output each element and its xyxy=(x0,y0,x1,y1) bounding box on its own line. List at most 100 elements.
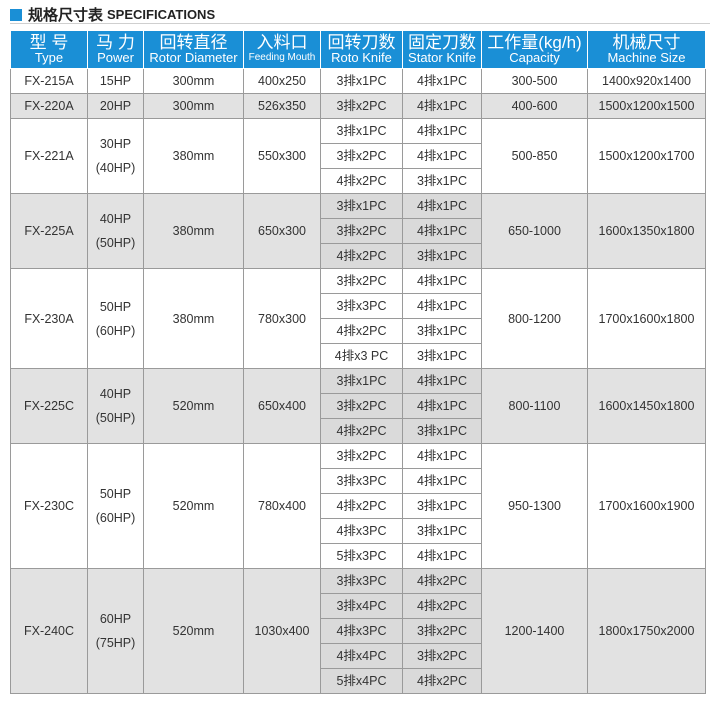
rotor-diameter: 380mm xyxy=(143,193,244,269)
table-row: FX-240C 60HP (75HP) 520mm 1030x400 3排x3PC 4排x2… xyxy=(10,568,706,694)
power-value: (50HP) xyxy=(95,236,136,250)
roto-knife: 3排x2PC xyxy=(320,443,403,469)
column-header: 固定刀数 Stator Knife xyxy=(402,30,482,69)
stator-knife: 4排x2PC xyxy=(402,568,482,594)
machine-size: 1600x1450x1800 xyxy=(587,368,706,444)
feeding-mouth: 650x400 xyxy=(243,368,321,444)
roto-knife: 4排x2PC xyxy=(320,318,403,344)
table-row: FX-215A 15HP 300mm 400x250 3排x1PC 4排x1PC 300-5… xyxy=(10,68,706,94)
column-header: 回转直径 Rotor Diameter xyxy=(143,30,244,69)
table-row: 5排x4PC 4排x2PC xyxy=(11,668,706,694)
roto-knife: 3排x3PC xyxy=(320,468,403,494)
feeding-mouth: 780x300 xyxy=(243,268,321,369)
model-type: FX-240C xyxy=(10,568,88,694)
capacity: 1200-1400 xyxy=(481,568,588,694)
capacity: 300-500 xyxy=(481,68,588,94)
capacity: 800-1100 xyxy=(481,368,588,444)
roto-knife: 4排x2PC xyxy=(320,243,403,269)
table-row: 3排x2PC 4排x1PC xyxy=(11,143,706,169)
power-value: 20HP xyxy=(99,99,132,113)
power: 40HP (50HP) xyxy=(87,193,144,269)
roto-knife: 4排x2PC xyxy=(320,168,403,194)
stator-knife: 3排x1PC xyxy=(402,343,482,369)
roto-knife: 3排x2PC xyxy=(320,218,403,244)
feeding-mouth: 650x300 xyxy=(243,193,321,269)
table-row: FX-221A 30HP (40HP) 380mm 550x300 3排x1PC 4排x1P… xyxy=(10,118,706,194)
table-row: 3排x2PC 4排x1PC xyxy=(11,393,706,419)
column-header: 机械尺寸 Machine Size xyxy=(587,30,706,69)
feeding-mouth: 526x350 xyxy=(243,93,321,119)
machine-size: 1800x1750x2000 xyxy=(587,568,706,694)
roto-knife: 3排x3PC xyxy=(320,568,403,594)
rotor-diameter: 380mm xyxy=(143,268,244,369)
machine-size: 1500x1200x1700 xyxy=(587,118,706,194)
roto-knife: 3排x2PC xyxy=(320,393,403,419)
table-row: 3排x2PC 4排x1PC xyxy=(11,218,706,244)
rotor-diameter: 520mm xyxy=(143,443,244,569)
power-value: 50HP xyxy=(99,487,132,501)
header-en: Capacity xyxy=(509,49,560,65)
stator-knife: 4排x1PC xyxy=(402,293,482,319)
machine-size: 1700x1600x1800 xyxy=(587,268,706,369)
power-value: 15HP xyxy=(99,74,132,88)
stator-knife: 3排x1PC xyxy=(402,318,482,344)
table-row: FX-230A 50HP (60HP) 380mm 780x300 3排x2PC 4排x1P… xyxy=(10,268,706,369)
stator-knife: 3排x1PC xyxy=(402,493,482,519)
header-en: Type xyxy=(34,49,64,65)
stator-knife: 3排x1PC xyxy=(402,168,482,194)
table-row: FX-225C 40HP (50HP) 520mm 650x400 3排x1PC 4排x1P… xyxy=(10,368,706,444)
stator-knife: 3排x1PC xyxy=(402,518,482,544)
model-type: FX-225C xyxy=(10,368,88,444)
feeding-mouth: 550x300 xyxy=(243,118,321,194)
model-type: FX-230C xyxy=(10,443,88,569)
power: 60HP (75HP) xyxy=(87,568,144,694)
stator-knife: 4排x1PC xyxy=(402,68,482,94)
rotor-diameter: 520mm xyxy=(143,368,244,444)
header-zh: 入料口 xyxy=(256,32,308,52)
stator-knife: 4排x1PC xyxy=(402,368,482,394)
header-zh: 固定刀数 xyxy=(408,32,476,52)
header-en: Stator Knife xyxy=(408,49,476,65)
table-row: 4排x2PC 3排x1PC xyxy=(11,493,706,519)
stator-knife: 4排x2PC xyxy=(402,668,482,694)
roto-knife: 4排x2PC xyxy=(320,493,403,519)
rotor-diameter: 380mm xyxy=(143,118,244,194)
roto-knife: 4排x3PC xyxy=(320,618,403,644)
roto-knife: 3排x3PC xyxy=(320,293,403,319)
machine-size: 1700x1600x1900 xyxy=(587,443,706,569)
stator-knife: 4排x1PC xyxy=(402,393,482,419)
roto-knife: 5排x3PC xyxy=(320,543,403,569)
capacity: 400-600 xyxy=(481,93,588,119)
roto-knife: 4排x2PC xyxy=(320,418,403,444)
roto-knife: 3排x4PC xyxy=(320,593,403,619)
capacity: 650-1000 xyxy=(481,193,588,269)
table-row: FX-230C 50HP (60HP) 520mm 780x400 3排x2PC 4排x1P… xyxy=(10,443,706,569)
header-zh: 工作量(kg/h) xyxy=(487,32,582,52)
header-zh: 机械尺寸 xyxy=(612,32,681,52)
capacity: 800-1200 xyxy=(481,268,588,369)
power-value: 50HP xyxy=(99,299,132,314)
header-en: Feeding Mouth xyxy=(248,51,316,63)
title-en: SPECIFICATIONS xyxy=(107,7,216,22)
roto-knife: 4排x4PC xyxy=(320,643,403,669)
stator-knife: 4排x1PC xyxy=(402,268,482,294)
roto-knife: 4排x3PC xyxy=(320,518,403,544)
stator-knife: 4排x2PC xyxy=(402,593,482,619)
power-value: 40HP xyxy=(99,387,132,401)
header-en: Power xyxy=(97,49,134,65)
machine-size: 1600x1350x1800 xyxy=(587,193,706,269)
roto-knife: 3排x2PC xyxy=(320,143,403,169)
column-header: 入料口 Feeding Mouth xyxy=(243,30,321,69)
table-row: 3排x3PC 4排x1PC xyxy=(11,468,706,494)
header-zh: 回转直径 xyxy=(159,32,228,52)
stator-knife: 3排x1PC xyxy=(402,418,482,444)
power-value: (60HP) xyxy=(95,323,136,338)
machine-size: 1500x1200x1500 xyxy=(587,93,706,119)
feeding-mouth: 1030x400 xyxy=(243,568,321,694)
model-type: FX-225A xyxy=(10,193,88,269)
table-row: 4排x2PC 3排x1PC xyxy=(11,318,706,344)
feeding-mouth: 400x250 xyxy=(243,68,321,94)
power: 40HP (50HP) xyxy=(87,368,144,444)
stator-knife: 4排x1PC xyxy=(402,93,482,119)
capacity: 500-850 xyxy=(481,118,588,194)
